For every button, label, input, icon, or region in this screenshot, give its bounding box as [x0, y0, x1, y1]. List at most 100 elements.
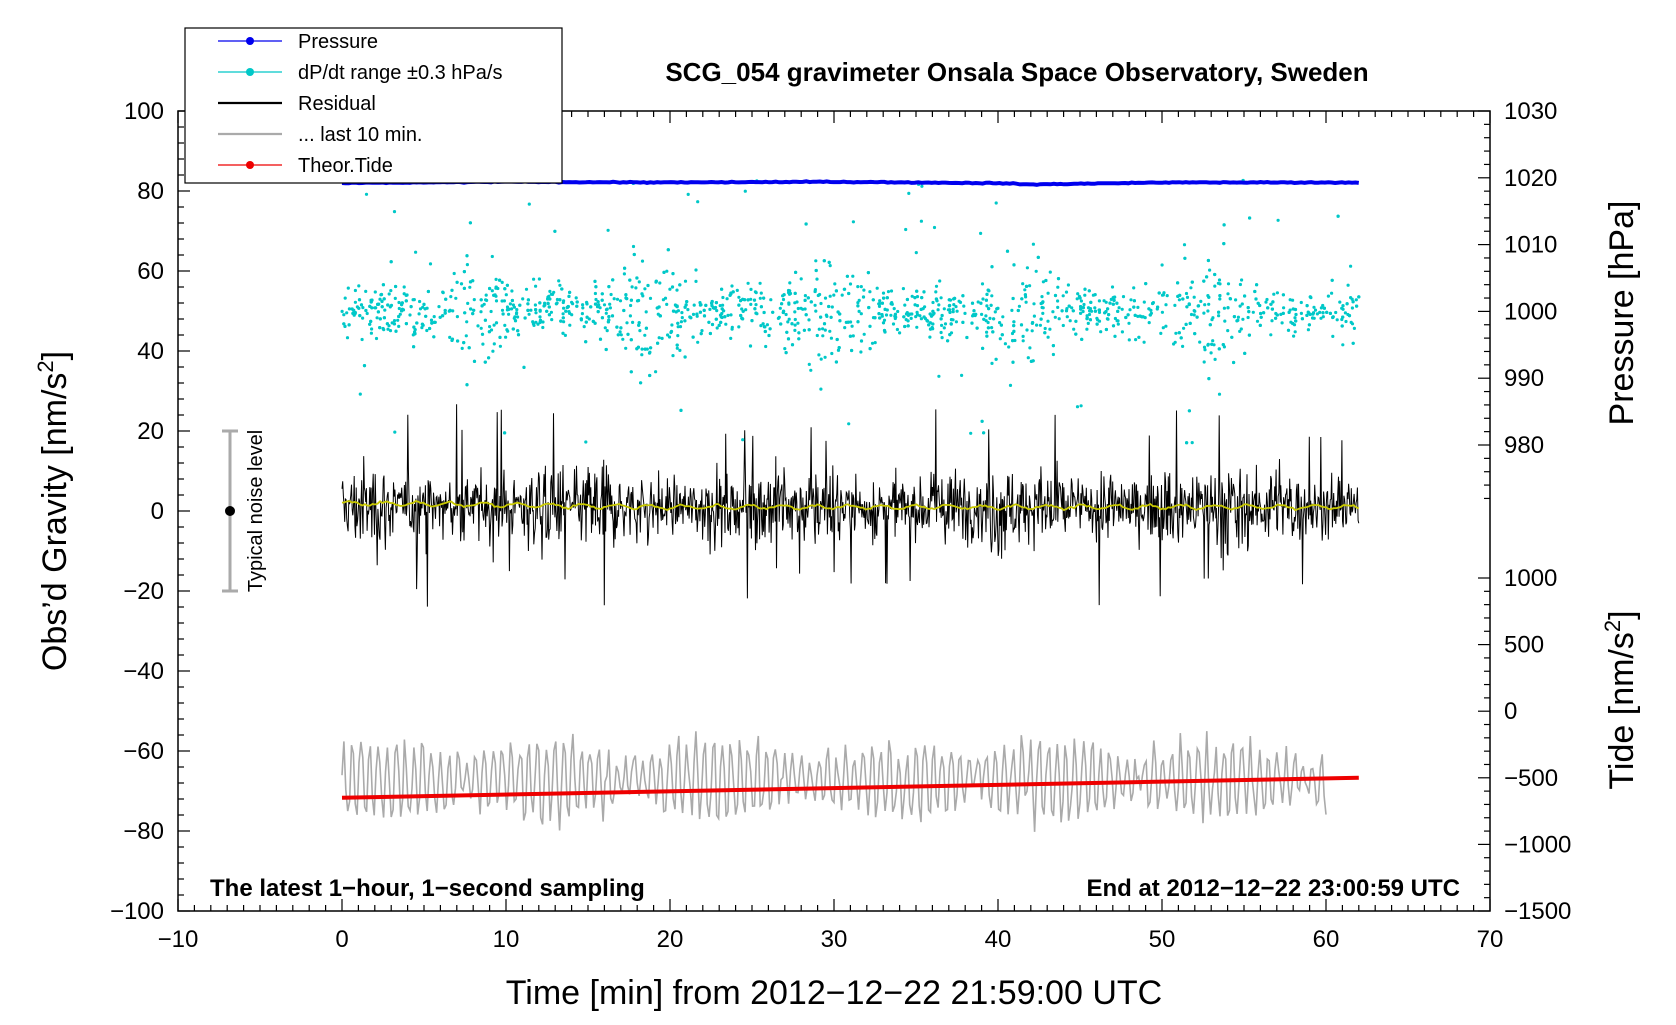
- dpdt-point: [1185, 305, 1189, 309]
- dpdt-point: [541, 325, 545, 330]
- dpdt-point: [415, 321, 419, 325]
- dpdt-point: [670, 285, 675, 289]
- dpdt-point: [357, 298, 362, 302]
- dpdt-point: [548, 289, 552, 293]
- residual-mean-line: [341, 500, 1360, 512]
- dpdt-point: [1104, 327, 1108, 332]
- dpdt-point: [397, 306, 401, 311]
- dpdt-point: [660, 336, 664, 340]
- y-axis-label-gravity-sup: 2: [33, 360, 58, 372]
- dpdt-point: [821, 334, 825, 338]
- dpdt-point: [624, 346, 628, 350]
- dpdt-point: [1203, 348, 1207, 352]
- dpdt-point: [476, 324, 480, 328]
- dpdt-point: [494, 321, 499, 325]
- dpdt-point: [604, 308, 609, 312]
- dpdt-point: [850, 348, 854, 353]
- dpdt-point: [546, 297, 550, 301]
- dpdt-point: [1026, 356, 1030, 360]
- dpdt-point: [536, 322, 540, 326]
- dpdt-point: [678, 348, 682, 352]
- dpdt-point: [970, 301, 975, 305]
- dpdt-point: [430, 321, 434, 325]
- x-tick-label: 60: [1313, 926, 1340, 953]
- y-tide-tick-label: −1500: [1504, 898, 1571, 925]
- dpdt-point: [807, 362, 811, 366]
- dpdt-point: [813, 303, 817, 307]
- dpdt-point: [894, 315, 898, 319]
- dpdt-point: [1043, 326, 1047, 331]
- dpdt-point: [648, 373, 652, 378]
- dpdt-point: [982, 317, 986, 321]
- dpdt-point: [1160, 263, 1164, 267]
- dpdt-point: [1046, 335, 1050, 339]
- dpdt-point: [362, 364, 367, 368]
- dpdt-point: [787, 302, 791, 306]
- dpdt-point: [754, 291, 758, 295]
- dpdt-point: [1185, 441, 1189, 445]
- dpdt-point: [768, 327, 772, 331]
- dpdt-point: [878, 299, 882, 303]
- dpdt-point: [1056, 285, 1060, 289]
- dpdt-point: [656, 341, 660, 345]
- residual-series-line: [341, 404, 1360, 607]
- dpdt-point: [1264, 300, 1268, 304]
- dpdt-point: [1226, 282, 1231, 286]
- dpdt-point: [934, 284, 939, 288]
- dpdt-point: [825, 314, 829, 318]
- dpdt-point: [937, 374, 941, 378]
- dpdt-point: [345, 336, 350, 340]
- dpdt-point: [1128, 308, 1132, 312]
- dpdt-point: [675, 343, 679, 347]
- dpdt-point: [1288, 298, 1292, 302]
- dpdt-point: [1279, 312, 1283, 316]
- dpdt-point: [1207, 302, 1211, 306]
- series-layer: [340, 178, 1361, 832]
- dpdt-point: [834, 360, 839, 364]
- dpdt-point: [1312, 305, 1316, 309]
- dpdt-point: [678, 283, 682, 287]
- dpdt-point: [930, 326, 934, 330]
- dpdt-point: [980, 419, 984, 423]
- dpdt-point: [989, 303, 993, 307]
- dpdt-point: [626, 332, 630, 336]
- dpdt-point: [914, 251, 918, 255]
- dpdt-point: [847, 422, 851, 426]
- dpdt-point: [975, 326, 979, 330]
- dpdt-point: [1213, 272, 1217, 277]
- dpdt-point: [988, 316, 992, 320]
- dpdt-point: [1222, 306, 1226, 310]
- dpdt-point: [402, 285, 406, 289]
- dpdt-point: [1087, 289, 1091, 293]
- dpdt-point: [725, 297, 729, 301]
- dpdt-point: [1053, 315, 1057, 319]
- dpdt-point: [823, 328, 827, 332]
- dpdt-point: [761, 322, 765, 326]
- legend-box: [184, 27, 563, 184]
- dpdt-point: [683, 355, 687, 359]
- dpdt-point: [1142, 300, 1146, 304]
- dpdt-point: [1281, 293, 1285, 297]
- dpdt-point: [1081, 309, 1085, 314]
- dpdt-point: [1110, 285, 1115, 289]
- dpdt-point: [986, 326, 991, 330]
- dpdt-point: [867, 305, 871, 310]
- dpdt-point: [1184, 291, 1189, 296]
- dpdt-point: [976, 300, 980, 304]
- dpdt-point: [735, 288, 739, 292]
- y-axis-label-tide-sup: 2: [1600, 620, 1625, 632]
- dpdt-point: [984, 314, 988, 318]
- dpdt-point: [500, 280, 504, 284]
- dpdt-point: [748, 344, 753, 348]
- dpdt-point: [534, 311, 538, 315]
- y-axis-label-pressure: Pressure [hPa]: [1603, 201, 1641, 426]
- dpdt-point: [1046, 319, 1050, 323]
- dpdt-point: [1065, 315, 1069, 319]
- dpdt-point: [1202, 311, 1206, 315]
- dpdt-point: [702, 314, 707, 318]
- dpdt-point: [752, 298, 757, 302]
- dpdt-point: [487, 356, 491, 360]
- dpdt-point: [492, 342, 496, 346]
- dpdt-point: [665, 269, 669, 273]
- dpdt-point: [621, 337, 625, 341]
